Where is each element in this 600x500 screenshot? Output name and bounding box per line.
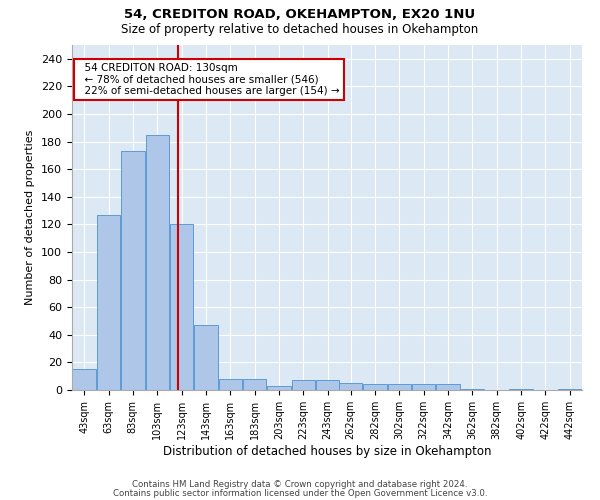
Bar (509, 388, 533, 390)
X-axis label: Distribution of detached houses by size in Okehampton: Distribution of detached houses by size … (163, 444, 491, 458)
Text: Contains HM Land Registry data © Crown copyright and database right 2024.: Contains HM Land Registry data © Crown c… (132, 480, 468, 489)
Bar (146, 134, 169, 390)
Bar (461, 388, 484, 390)
Bar (388, 384, 411, 390)
Bar (243, 379, 266, 390)
Bar (558, 388, 581, 390)
Text: Size of property relative to detached houses in Okehampton: Size of property relative to detached ho… (121, 22, 479, 36)
Bar (364, 384, 387, 390)
Bar (97, 214, 120, 390)
Text: Contains public sector information licensed under the Open Government Licence v3: Contains public sector information licen… (113, 488, 487, 498)
Bar (170, 224, 193, 390)
Bar (267, 386, 290, 390)
Bar (218, 379, 242, 390)
Bar (412, 384, 436, 390)
Bar (436, 384, 460, 390)
Bar (73, 370, 96, 390)
Bar (194, 325, 218, 390)
Text: 54 CREDITON ROAD: 130sqm
  ← 78% of detached houses are smaller (546)
  22% of s: 54 CREDITON ROAD: 130sqm ← 78% of detach… (78, 63, 340, 96)
Bar (316, 380, 339, 390)
Bar (292, 380, 315, 390)
Text: 54, CREDITON ROAD, OKEHAMPTON, EX20 1NU: 54, CREDITON ROAD, OKEHAMPTON, EX20 1NU (124, 8, 476, 20)
Y-axis label: Number of detached properties: Number of detached properties (25, 130, 35, 305)
Bar (121, 152, 145, 390)
Bar (339, 383, 362, 390)
